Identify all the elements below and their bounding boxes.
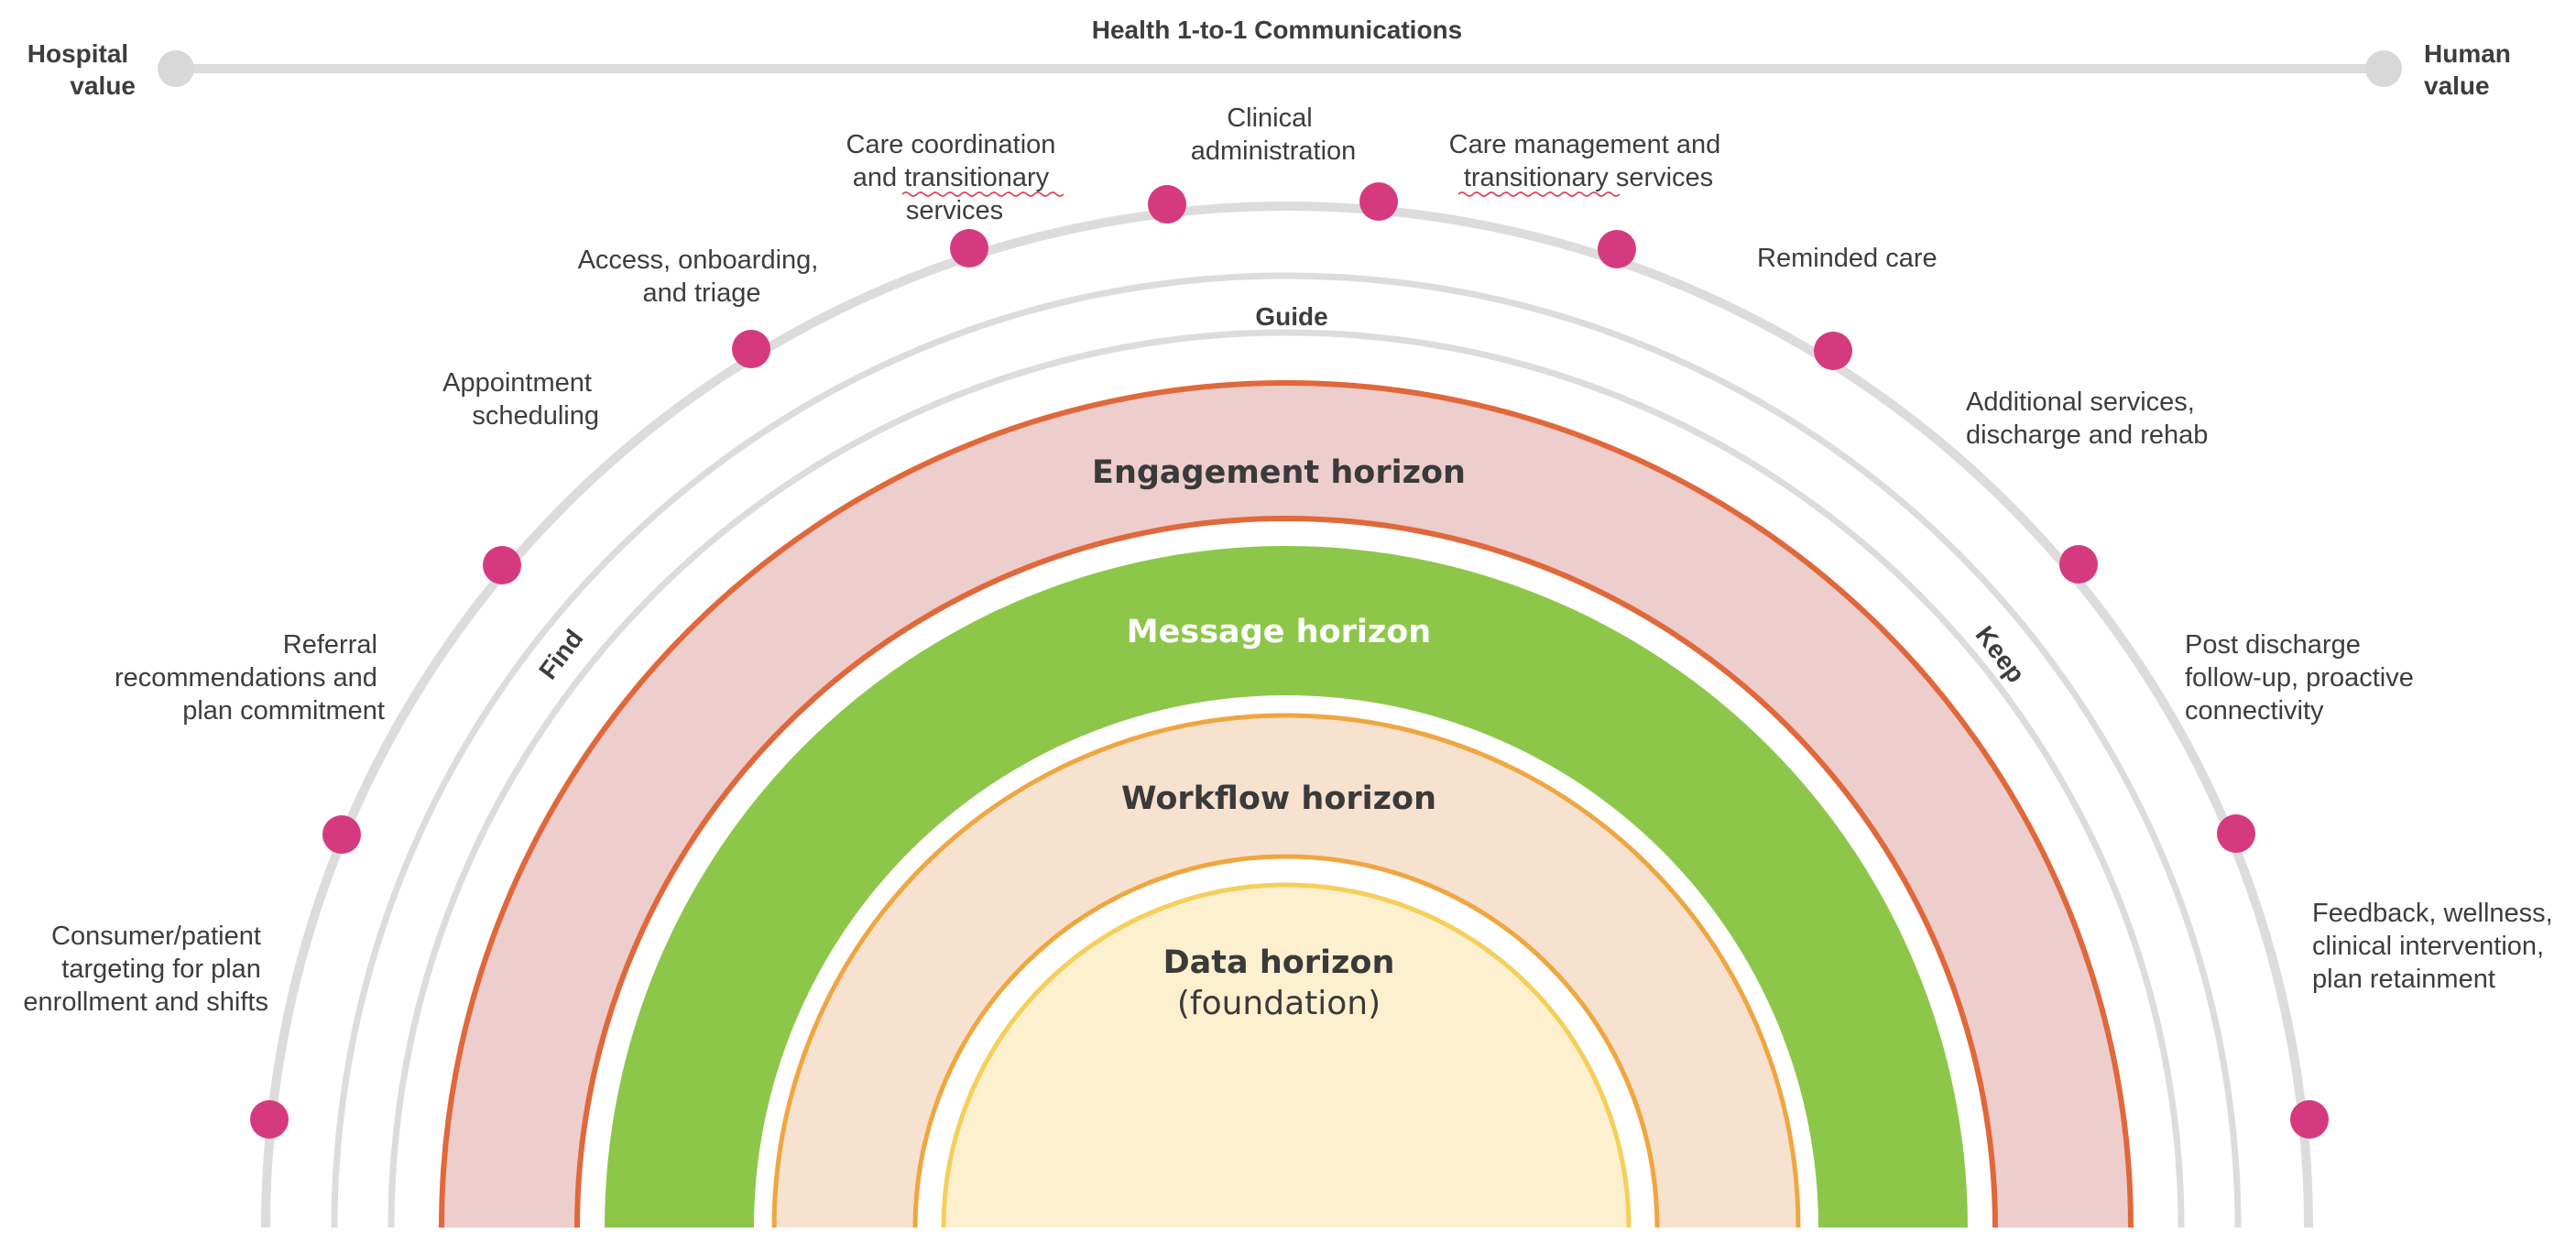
spellcheck-squiggle xyxy=(1457,191,1621,197)
human-value-label: Human value xyxy=(2424,39,2518,100)
touchpoint-dot[interactable] xyxy=(1598,230,1636,268)
touchpoint-label: Reminded care xyxy=(1757,244,1937,273)
touchpoint-label: Feedback, wellness, clinical interventio… xyxy=(2312,899,2560,994)
engagement-horizon-band xyxy=(442,383,2131,1228)
workflow-horizon-inner-edge xyxy=(912,854,1660,1228)
workflow-horizon-title: Workflow horizon xyxy=(1121,780,1436,817)
value-axis-right-end xyxy=(2365,50,2402,87)
guide-label: Guide xyxy=(1255,302,1327,331)
touchpoint-label: Access, onboarding, and triage xyxy=(578,246,826,308)
touchpoint-dot[interactable] xyxy=(483,546,521,584)
value-axis-title: Health 1-to-1 Communications xyxy=(1092,16,1462,44)
message-horizon-title: Message horizon xyxy=(1127,614,1431,650)
outer-tracks xyxy=(261,202,2313,1228)
touchpoint-label: Post discharge follow-up, proactive conn… xyxy=(2185,630,2421,726)
data-horizon-subtitle: (foundation) xyxy=(1177,985,1381,1022)
spellcheck-squiggle xyxy=(901,191,1064,197)
value-axis-left-end xyxy=(158,50,194,87)
message-horizon-band xyxy=(605,546,1968,1228)
touchpoint-label: Additional services, discharge and rehab xyxy=(1966,387,2208,450)
touchpoint-labels: Consumer/patient targeting for plan enro… xyxy=(23,104,2560,1017)
touchpoint-dot[interactable] xyxy=(732,330,770,368)
touchpoint-dot[interactable] xyxy=(1814,332,1852,370)
touchpoint-label: Care management and transitionary servic… xyxy=(1449,130,1729,192)
touchpoint-dot[interactable] xyxy=(1359,182,1398,221)
data-horizon-edge xyxy=(941,882,1632,1228)
engagement-horizon-title: Engagement horizon xyxy=(1092,454,1466,491)
touchpoint-dot[interactable] xyxy=(2290,1100,2329,1139)
touchpoint-dot[interactable] xyxy=(2217,814,2255,853)
touchpoint-dot[interactable] xyxy=(322,815,361,854)
guide-track-inner xyxy=(387,329,2185,1228)
guide-track-outer xyxy=(331,272,2242,1228)
touchpoint-label: Referral recommendations and plan commit… xyxy=(115,630,385,726)
keep-label: Keep xyxy=(1970,621,2031,688)
touchpoint-dots xyxy=(250,182,2329,1139)
hospital-value-label: Hospital value xyxy=(27,39,136,100)
engagement-horizon-outer-edge xyxy=(439,380,2134,1228)
touchpoint-dot[interactable] xyxy=(2059,545,2098,584)
data-horizon-title: Data horizon xyxy=(1163,944,1395,981)
workflow-horizon-outer-edge xyxy=(771,713,1801,1228)
workflow-horizon-band xyxy=(774,715,1798,1228)
touchpoint-label: Consumer/patient targeting for plan enro… xyxy=(23,922,268,1017)
value-axis: Health 1-to-1 Communications Hospital va… xyxy=(27,16,2518,100)
touchpoint-dot[interactable] xyxy=(250,1100,289,1139)
touchpoint-label: Clinical administration xyxy=(1191,104,1357,166)
touchpoint-label: Appointment scheduling xyxy=(442,368,599,431)
data-horizon-core xyxy=(944,885,1629,1228)
engagement-horizon-inner-edge xyxy=(574,516,1998,1228)
touchpoint-dot[interactable] xyxy=(950,229,988,267)
dot-track-arc xyxy=(261,202,2313,1228)
touchpoint-dot[interactable] xyxy=(1148,185,1186,224)
touchpoint-label: Care coordination and transitionary serv… xyxy=(846,130,1064,225)
